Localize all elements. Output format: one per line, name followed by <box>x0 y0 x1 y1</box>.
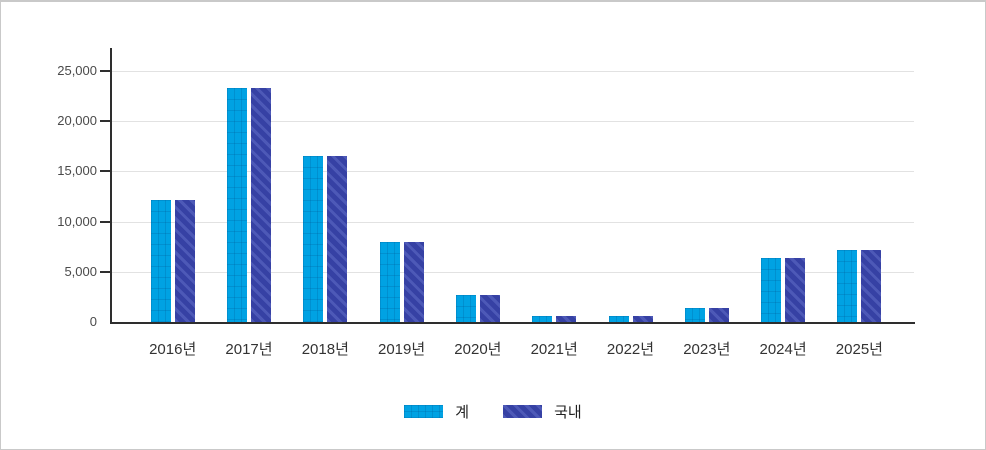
bar-계-2019년 <box>379 241 400 322</box>
y-axis-tick <box>100 120 110 123</box>
bar-계-2016년 <box>150 199 171 322</box>
y-axis-tick-label: 25,000 <box>57 63 97 78</box>
x-axis-label: 2016년 <box>149 341 197 358</box>
y-axis-tick <box>100 170 110 173</box>
bar-국내-2024년 <box>785 258 806 322</box>
bar-계-2025년 <box>837 249 858 322</box>
gridline <box>110 171 914 173</box>
y-axis-tick-label: 10,000 <box>57 213 97 229</box>
legend-label-total: 계 <box>455 404 470 421</box>
legend-swatch-domestic <box>503 405 543 418</box>
legend-swatch-total <box>404 405 444 418</box>
y-axis-tick-label: 15,000 <box>57 163 97 179</box>
bar-국내-2020년 <box>479 294 500 322</box>
legend-item-domestic: 국내 <box>503 401 582 422</box>
x-axis-label: 2023년 <box>683 341 731 358</box>
legend-item-total: 계 <box>404 401 469 422</box>
bar-국내-2018년 <box>327 156 348 322</box>
x-axis-label: 2025년 <box>835 341 883 358</box>
legend-label-domestic: 국내 <box>554 404 582 421</box>
y-axis-line <box>110 48 112 324</box>
y-axis-tick <box>100 270 110 273</box>
x-axis-label: 2022년 <box>606 341 655 358</box>
y-axis-tick <box>100 70 110 72</box>
gridline <box>110 271 914 273</box>
x-axis-label: 2018년 <box>301 341 349 358</box>
legend: 계 국내 <box>1 401 985 422</box>
y-axis-tick-label: 0 <box>89 314 97 329</box>
bar-계-2017년 <box>227 88 247 322</box>
bar-계-2020년 <box>455 294 476 322</box>
x-axis-label: 2017년 <box>225 341 273 358</box>
bar-국내-2021년 <box>556 315 577 322</box>
gridline <box>110 221 914 223</box>
x-axis-label: 2020년 <box>454 341 502 358</box>
x-axis-label: 2024년 <box>759 341 807 358</box>
x-axis-label: 2019년 <box>378 341 426 358</box>
bar-국내-2017년 <box>251 88 271 322</box>
bar-국내-2019년 <box>403 241 424 322</box>
gridline <box>110 121 914 123</box>
bar-계-2023년 <box>684 307 705 322</box>
y-axis-tick-label: 5,000 <box>64 263 97 279</box>
bar-국내-2023년 <box>708 307 729 322</box>
bar-계-2022년 <box>608 315 629 322</box>
bar-계-2024년 <box>761 258 782 322</box>
bar-국내-2025년 <box>861 249 882 322</box>
y-axis-tick <box>100 220 110 223</box>
bar-계-2018년 <box>303 156 324 322</box>
bar-국내-2022년 <box>632 315 653 322</box>
x-axis-label: 2021년 <box>530 341 578 358</box>
x-axis-line <box>110 322 915 324</box>
y-axis-tick-label: 20,000 <box>57 113 97 129</box>
gridline <box>110 71 914 72</box>
bar-국내-2016년 <box>174 199 195 322</box>
bar-계-2021년 <box>532 315 553 322</box>
